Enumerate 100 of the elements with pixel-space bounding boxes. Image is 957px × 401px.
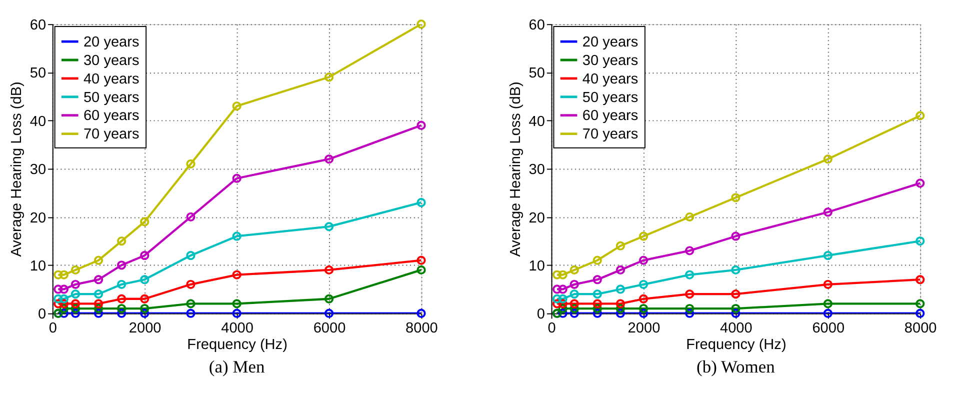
point xyxy=(592,308,602,318)
point xyxy=(685,270,694,280)
point xyxy=(59,284,69,294)
point xyxy=(140,275,150,284)
legend-label: 40 years xyxy=(83,71,140,88)
legend-label: 20 years xyxy=(582,34,638,50)
point xyxy=(186,159,196,168)
point xyxy=(731,193,740,202)
point xyxy=(592,299,602,308)
point xyxy=(70,280,80,289)
point xyxy=(616,304,626,314)
y-axis-title: Average Hearing Loss (dB) xyxy=(508,82,524,257)
point xyxy=(324,154,334,164)
point xyxy=(324,72,334,82)
legend-label: 30 years xyxy=(582,52,638,69)
point xyxy=(558,270,568,280)
point xyxy=(592,256,602,265)
point xyxy=(731,265,740,275)
y-axis-title: Average Hearing Loss (dB) xyxy=(9,82,26,257)
point xyxy=(823,280,832,289)
point xyxy=(70,265,80,275)
point xyxy=(324,294,334,304)
point xyxy=(558,284,568,294)
point xyxy=(685,289,694,299)
point xyxy=(592,275,602,284)
x-tick-label: 0 xyxy=(548,320,556,336)
point xyxy=(140,250,150,260)
point xyxy=(823,308,832,318)
legend-label: 60 years xyxy=(83,108,140,124)
point xyxy=(59,299,69,308)
legend-label: 30 years xyxy=(83,52,140,69)
x-tick-label: 6000 xyxy=(313,320,346,336)
point xyxy=(94,289,104,299)
point xyxy=(324,308,334,318)
y-tick-label: 0 xyxy=(536,306,545,323)
point xyxy=(616,299,626,308)
point xyxy=(59,270,69,280)
point xyxy=(116,308,126,318)
point xyxy=(638,280,648,289)
point xyxy=(570,304,579,314)
point xyxy=(638,308,648,318)
point xyxy=(232,101,242,111)
point xyxy=(186,280,196,289)
legend-label: 50 years xyxy=(83,90,140,106)
point xyxy=(638,304,648,314)
point xyxy=(94,256,104,265)
point xyxy=(731,232,740,241)
point xyxy=(59,304,69,314)
text: (a) Men xyxy=(208,356,265,377)
point xyxy=(140,294,150,304)
x-tick-label: 6000 xyxy=(812,320,845,336)
point xyxy=(570,265,579,275)
y-tick-label: 10 xyxy=(528,258,545,274)
point xyxy=(94,304,104,314)
point xyxy=(592,304,602,314)
point xyxy=(685,304,694,314)
point xyxy=(232,232,242,241)
point xyxy=(570,289,579,299)
y-tick-label: 10 xyxy=(30,258,46,274)
y-tick-label: 60 xyxy=(30,17,46,34)
point xyxy=(94,275,104,284)
point xyxy=(59,308,69,318)
point xyxy=(116,294,126,304)
text: (b) Women xyxy=(696,356,776,377)
point xyxy=(823,299,832,308)
point xyxy=(59,294,69,304)
point xyxy=(638,294,648,304)
point xyxy=(70,299,80,308)
point xyxy=(592,289,602,299)
point xyxy=(823,208,832,217)
point xyxy=(116,260,126,270)
point xyxy=(324,222,334,232)
y-tick-label: 30 xyxy=(528,162,545,178)
point xyxy=(186,250,196,260)
point xyxy=(186,212,196,222)
point xyxy=(616,284,626,294)
point xyxy=(116,236,126,246)
point xyxy=(558,299,568,308)
legend-label: 60 years xyxy=(582,108,638,124)
y-tick-label: 50 xyxy=(30,66,46,82)
x-tick-label: 4000 xyxy=(221,320,254,336)
point xyxy=(140,217,150,226)
y-tick-label: 40 xyxy=(30,114,46,130)
x-tick-label: 2000 xyxy=(628,320,660,336)
legend-label: 50 years xyxy=(582,90,638,106)
point xyxy=(685,308,694,318)
y-tick-label: 50 xyxy=(528,66,545,82)
x-tick-label: 2000 xyxy=(128,320,162,336)
x-tick-label: 4000 xyxy=(720,320,752,336)
point xyxy=(94,299,104,308)
point xyxy=(232,308,242,318)
point xyxy=(558,304,568,314)
point xyxy=(140,304,150,314)
x-axis-title: Frequency (Hz) xyxy=(686,336,786,353)
point xyxy=(186,308,196,318)
point xyxy=(116,280,126,289)
point xyxy=(70,304,80,314)
point xyxy=(638,232,648,241)
y-tick-label: 20 xyxy=(30,210,46,226)
point xyxy=(140,308,150,318)
